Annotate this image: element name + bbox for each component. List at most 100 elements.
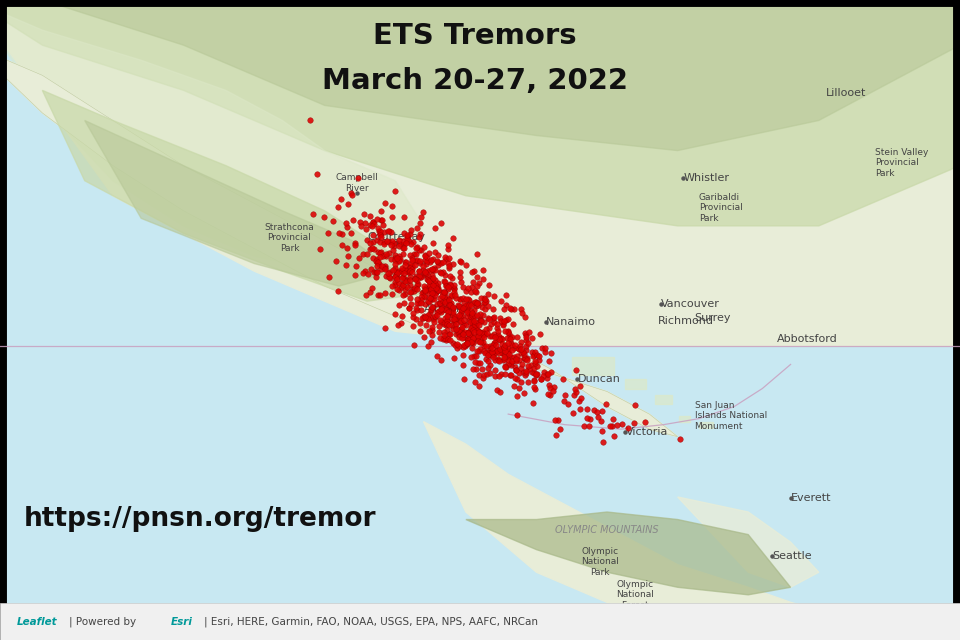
Point	[492, 333, 508, 343]
Point	[532, 351, 547, 362]
Point	[475, 329, 491, 339]
Point	[411, 266, 426, 276]
Point	[443, 329, 458, 339]
Point	[581, 420, 596, 431]
Point	[436, 292, 451, 302]
Point	[515, 359, 530, 369]
Point	[421, 307, 437, 317]
Point	[476, 298, 492, 308]
Point	[404, 254, 420, 264]
Point	[372, 291, 388, 301]
Point	[453, 327, 468, 337]
Text: Victoria: Victoria	[625, 427, 668, 437]
Point	[409, 271, 424, 281]
Point	[376, 237, 392, 247]
Point	[370, 223, 385, 234]
Point	[505, 319, 520, 329]
Point	[580, 413, 595, 423]
Text: Esri: Esri	[171, 617, 193, 627]
Point	[322, 273, 337, 283]
Point	[520, 337, 536, 348]
Point	[360, 249, 375, 259]
Point	[377, 323, 393, 333]
Point	[525, 398, 540, 408]
Point	[388, 186, 403, 196]
Point	[434, 300, 449, 310]
Point	[397, 259, 413, 269]
Point	[402, 260, 418, 271]
Point	[521, 327, 537, 337]
Point	[453, 324, 468, 334]
Point	[391, 235, 406, 245]
Point	[469, 346, 485, 356]
Point	[594, 426, 610, 436]
Point	[451, 301, 467, 311]
Point	[351, 253, 367, 263]
Point	[478, 323, 493, 333]
Text: Garibaldi
Provincial
Park: Garibaldi Provincial Park	[699, 193, 743, 223]
Point	[440, 258, 455, 268]
Point	[478, 296, 493, 306]
Point	[385, 280, 400, 291]
Point	[465, 364, 480, 374]
Point	[441, 298, 456, 308]
Point	[420, 296, 436, 306]
Point	[507, 343, 522, 353]
Point	[430, 257, 445, 267]
Point	[500, 326, 516, 337]
Point	[483, 340, 498, 351]
Point	[458, 286, 473, 296]
Point	[526, 382, 541, 392]
Point	[486, 352, 501, 362]
Point	[340, 222, 355, 232]
Point	[402, 250, 418, 260]
Point	[488, 355, 503, 365]
Point	[408, 303, 423, 313]
Point	[484, 331, 499, 341]
Point	[426, 263, 442, 273]
Point	[353, 221, 369, 231]
Point	[438, 298, 453, 308]
Point	[540, 369, 555, 379]
Point	[573, 393, 588, 403]
Point	[468, 322, 484, 332]
Text: ETS Tremors: ETS Tremors	[373, 22, 577, 51]
Point	[423, 305, 439, 315]
Point	[417, 311, 432, 321]
Text: San Juan
Islands National
Monument: San Juan Islands National Monument	[695, 401, 767, 431]
Point	[422, 281, 438, 291]
Point	[479, 354, 494, 364]
Point	[446, 339, 462, 349]
Point	[487, 328, 502, 339]
Point	[422, 274, 438, 284]
Point	[472, 309, 488, 319]
Point	[459, 300, 474, 310]
Point	[435, 303, 450, 313]
Point	[396, 243, 412, 253]
Point	[394, 266, 409, 276]
Point	[587, 405, 602, 415]
Point	[377, 198, 393, 208]
Point	[500, 327, 516, 337]
Point	[465, 337, 480, 347]
Point	[406, 285, 421, 296]
Point	[568, 387, 584, 397]
Point	[502, 303, 517, 314]
Point	[452, 330, 468, 340]
Point	[490, 346, 505, 356]
Point	[494, 333, 510, 344]
Point	[510, 374, 525, 385]
Point	[372, 252, 388, 262]
Point	[488, 332, 503, 342]
Point	[421, 280, 437, 290]
Point	[531, 355, 546, 365]
Point	[371, 257, 386, 268]
Point	[490, 323, 505, 333]
Point	[450, 326, 466, 337]
Point	[428, 310, 444, 321]
Point	[614, 419, 630, 429]
Point	[492, 344, 508, 355]
Point	[391, 256, 406, 266]
Point	[394, 278, 409, 289]
Point	[377, 264, 393, 275]
